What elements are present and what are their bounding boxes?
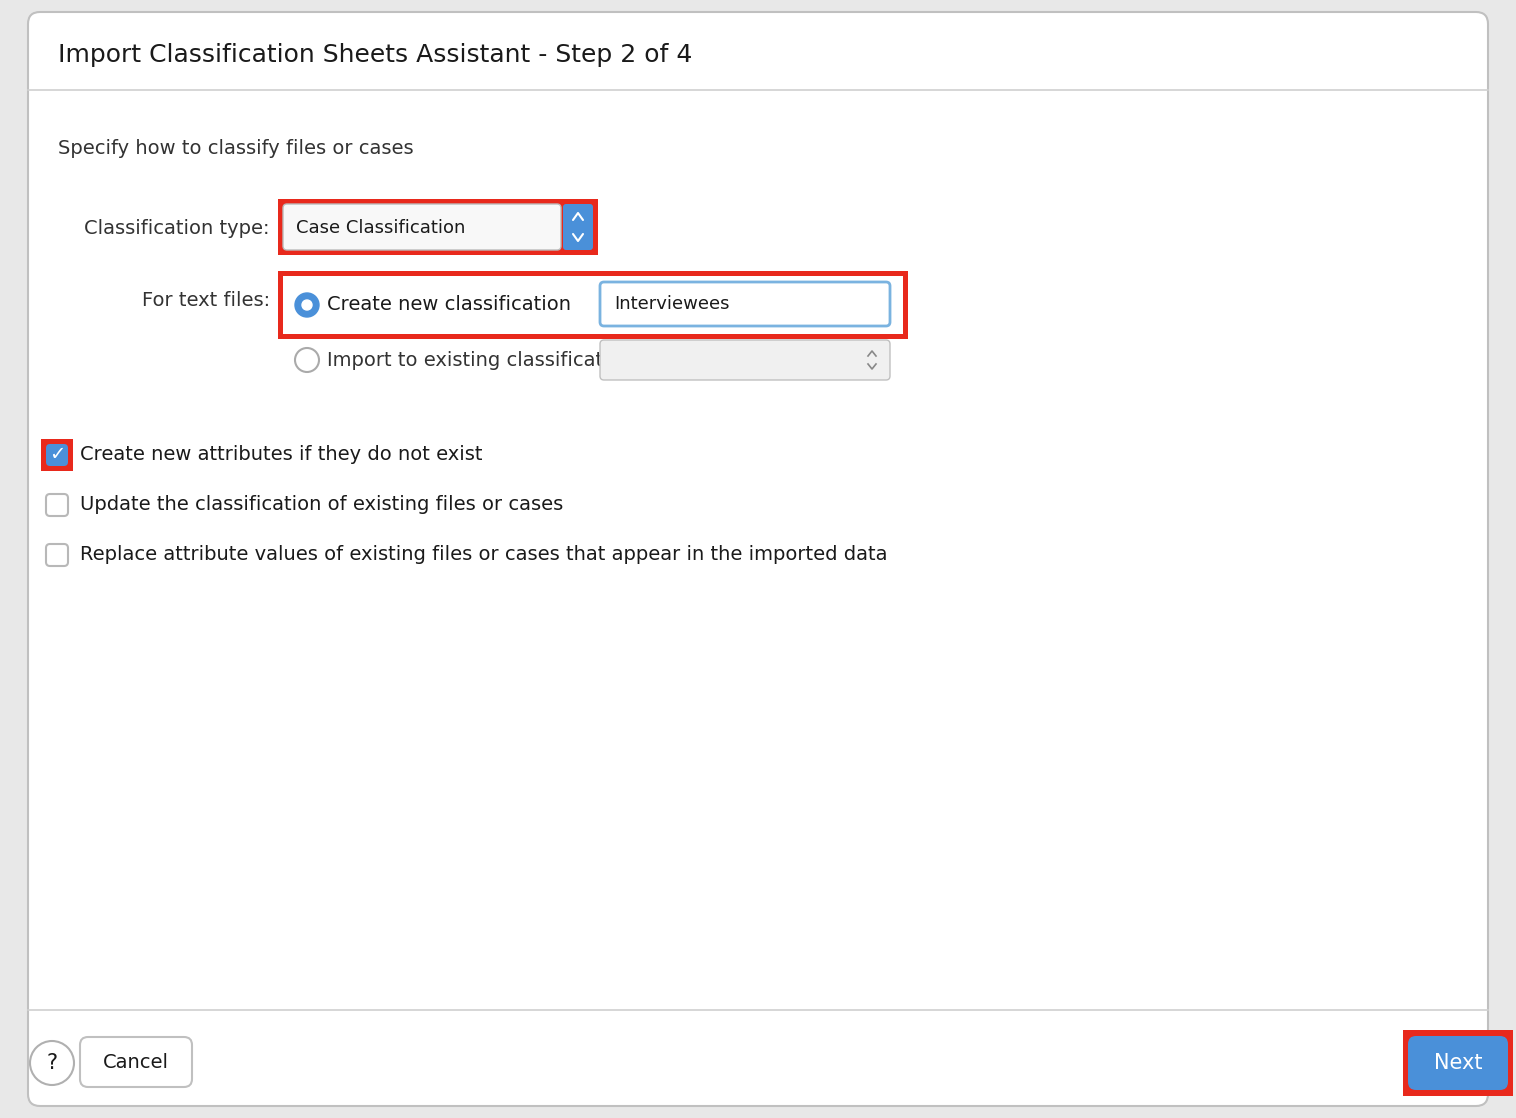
Text: Cancel: Cancel [103, 1052, 168, 1071]
Text: Interviewees: Interviewees [614, 295, 729, 313]
Text: ✓: ✓ [49, 445, 65, 464]
FancyBboxPatch shape [283, 203, 561, 250]
Text: Case Classification: Case Classification [296, 219, 465, 237]
Text: Classification type:: Classification type: [85, 218, 270, 237]
FancyBboxPatch shape [1408, 1036, 1508, 1090]
Text: Create new attributes if they do not exist: Create new attributes if they do not exi… [80, 445, 482, 464]
Text: Specify how to classify files or cases: Specify how to classify files or cases [58, 139, 414, 158]
FancyBboxPatch shape [80, 1038, 193, 1087]
Text: ?: ? [47, 1053, 58, 1073]
Bar [41, 439, 73, 471]
Bar [1402, 1030, 1513, 1096]
Circle shape [30, 1041, 74, 1084]
Bar [277, 271, 908, 339]
Text: Replace attribute values of existing files or cases that appear in the imported : Replace attribute values of existing fil… [80, 546, 887, 565]
Bar [283, 276, 904, 334]
Circle shape [296, 348, 318, 372]
FancyBboxPatch shape [562, 203, 593, 250]
FancyBboxPatch shape [600, 282, 890, 326]
Text: Update the classification of existing files or cases: Update the classification of existing fi… [80, 495, 564, 514]
Circle shape [302, 300, 312, 310]
Text: Import to existing classification: Import to existing classification [327, 351, 632, 370]
Bar [277, 199, 597, 255]
FancyBboxPatch shape [27, 12, 1489, 1106]
FancyBboxPatch shape [600, 340, 890, 380]
Text: For text files:: For text files: [143, 291, 270, 310]
Text: Import Classification Sheets Assistant - Step 2 of 4: Import Classification Sheets Assistant -… [58, 42, 693, 67]
Text: Next: Next [1434, 1053, 1483, 1073]
FancyBboxPatch shape [45, 494, 68, 517]
FancyBboxPatch shape [45, 444, 68, 466]
FancyBboxPatch shape [45, 544, 68, 566]
Circle shape [296, 293, 318, 318]
Text: Create new classification: Create new classification [327, 295, 572, 314]
